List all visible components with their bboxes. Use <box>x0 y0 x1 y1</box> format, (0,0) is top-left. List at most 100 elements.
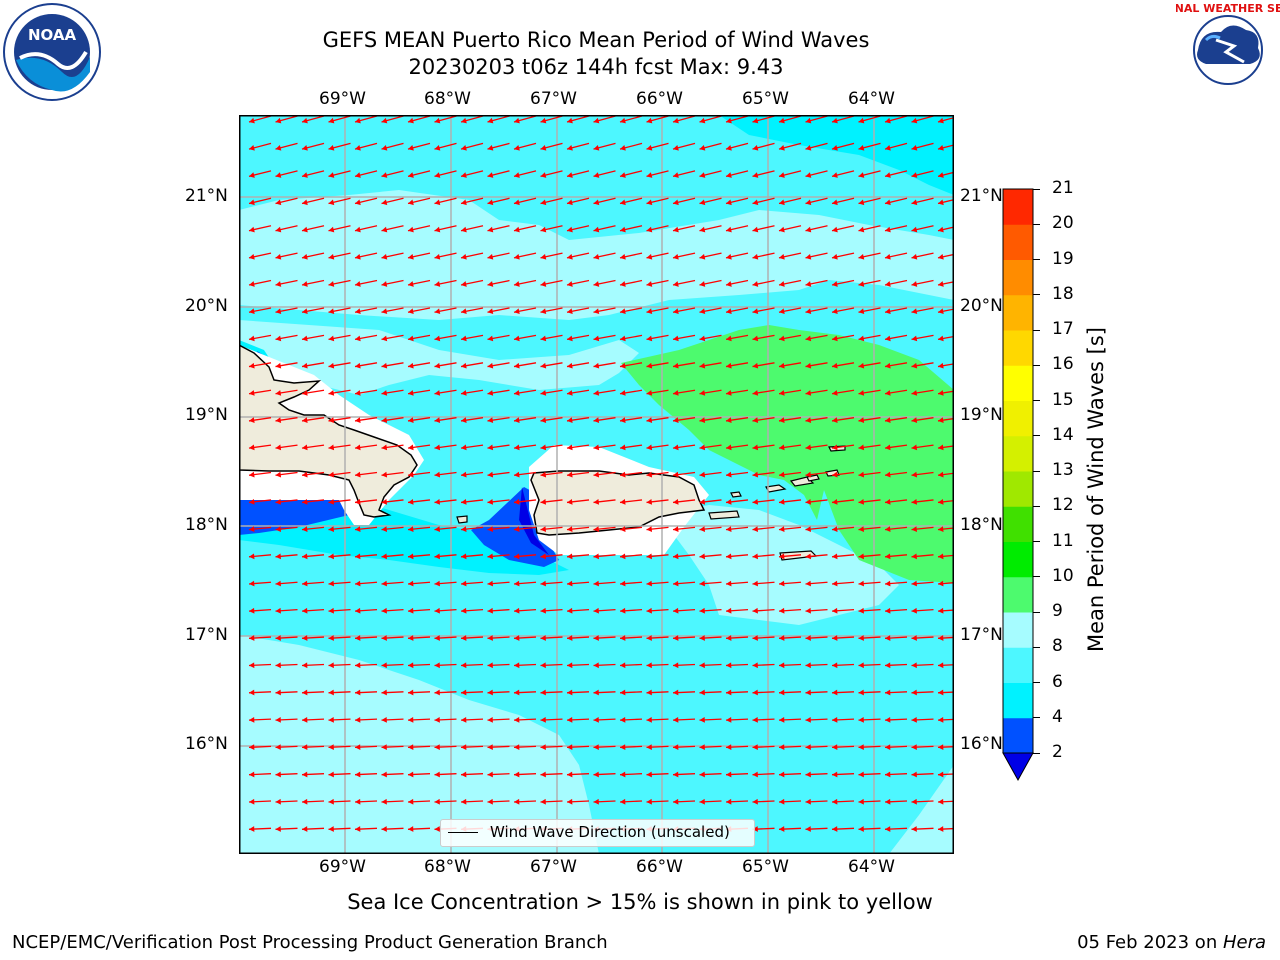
wind-wave-arrow-head <box>434 526 441 532</box>
wind-wave-arrow-head <box>328 689 334 696</box>
wind-wave-arrow-head <box>434 390 441 396</box>
wind-wave-arrow-head <box>434 689 440 696</box>
wind-wave-arrow-head <box>779 744 785 751</box>
wind-wave-arrow-head <box>938 281 944 287</box>
wind-wave-arrow-head <box>461 607 467 614</box>
wind-wave-arrow-head <box>699 744 705 751</box>
wind-wave-arrow-head <box>620 689 626 696</box>
wind-wave-arrow-head <box>355 444 361 451</box>
wind-wave-arrow-head <box>593 444 600 451</box>
wind-wave-arrow-head <box>381 826 387 832</box>
colorbar-tick-mark <box>1033 611 1040 613</box>
wind-wave-arrow-head <box>646 117 653 124</box>
wind-wave-arrow-head <box>514 335 520 342</box>
wind-wave-arrow-head <box>434 744 440 751</box>
wind-wave-arrow-head <box>434 362 441 369</box>
lon-label-bottom-66w: 66°W <box>636 857 683 877</box>
wind-wave-arrow-head <box>938 199 944 206</box>
wind-wave-arrow-head <box>249 199 255 206</box>
wind-wave-arrow-head <box>805 771 811 778</box>
wind-wave-arrow-head <box>699 771 705 778</box>
wind-wave-arrow-head <box>540 390 547 396</box>
wind-wave-arrow-head <box>540 362 547 369</box>
wind-wave-arrow-head <box>593 744 599 751</box>
sea-ice-note: Sea Ice Concentration > 15% is shown in … <box>347 890 933 914</box>
colorbar-band <box>1003 259 1033 296</box>
wind-wave-arrow-head <box>355 471 361 478</box>
wind-wave-arrow-head <box>938 744 944 751</box>
wind-wave-arrow-head <box>328 635 334 641</box>
wind-wave-arrow-head <box>726 226 732 233</box>
wind-wave-arrow-head <box>540 607 546 614</box>
wind-wave-arrow-head <box>911 417 918 424</box>
wind-wave-arrow-head <box>275 471 282 478</box>
wind-wave-arrow-head <box>858 444 865 451</box>
wind-wave-arrow-head <box>249 253 255 260</box>
wind-wave-arrow-head <box>434 607 440 614</box>
wind-wave-arrow-head <box>328 390 335 396</box>
wind-wave-arrow-head <box>593 253 600 260</box>
wind-wave-arrow-head <box>434 580 440 587</box>
wind-wave-arrow-head <box>249 553 255 560</box>
chart-subtitle-run: 20230203 t06z 144h fcst Max: 9.43 <box>408 55 784 79</box>
wind-wave-arrow-head <box>408 689 414 696</box>
wind-wave-arrow-head <box>567 689 573 696</box>
wind-wave-arrow-head <box>699 117 706 124</box>
wind-wave-arrow-head <box>408 145 414 151</box>
wind-wave-arrow-head <box>461 308 467 315</box>
wind-wave-arrow-head <box>646 145 653 151</box>
wind-wave-arrow-head <box>832 471 838 478</box>
wind-wave-arrow-head <box>646 798 652 805</box>
wind-wave-arrow-head <box>540 498 547 505</box>
wind-wave-arrow-head <box>911 662 917 669</box>
wind-wave-arrow-head <box>302 172 308 178</box>
wind-wave-arrow-head <box>858 553 865 560</box>
wind-wave-arrow-head <box>275 253 282 260</box>
wind-wave-arrow-head <box>249 716 255 723</box>
wind-wave-arrow-head <box>858 362 865 369</box>
wind-wave-arrow-head <box>726 689 732 696</box>
wind-wave-arrow-head <box>832 335 838 342</box>
lat-label-right-21n: 21°N <box>960 186 1003 206</box>
wind-wave-arrow-head <box>487 689 493 696</box>
wind-wave-arrow-head <box>408 716 414 723</box>
wind-wave-arrow-head <box>805 444 812 451</box>
wind-wave-arrow-head <box>858 308 865 315</box>
wind-wave-arrow-head <box>805 744 811 751</box>
wind-wave-arrow-head <box>726 253 732 260</box>
footer-date-host: 05 Feb 2023 on Hera <box>1077 932 1266 953</box>
wind-wave-arrow-head <box>434 117 441 124</box>
wind-wave-arrow-head <box>567 635 573 641</box>
wind-wave-arrow-head <box>805 662 811 669</box>
period-field-8-9-north <box>239 190 954 320</box>
wind-wave-arrow-head <box>938 417 944 424</box>
wind-wave-arrow-head <box>567 526 573 532</box>
wind-wave-arrow-head <box>620 607 626 614</box>
wind-wave-arrow-head <box>885 471 891 478</box>
chart-title: GEFS MEAN Puerto Rico Mean Period of Win… <box>322 28 870 52</box>
lon-label-top-66w: 66°W <box>636 89 683 109</box>
wind-wave-arrow-head <box>832 580 838 587</box>
culebra-island <box>730 491 742 498</box>
wind-wave-arrow-head <box>938 826 944 832</box>
wind-wave-arrow-head <box>381 526 388 532</box>
wind-wave-arrow-head <box>805 635 811 641</box>
wind-wave-arrow-head <box>699 498 706 505</box>
wind-wave-arrow-head <box>858 172 865 178</box>
wind-wave-arrow-head <box>381 635 387 641</box>
wind-wave-arrow-head <box>461 498 467 505</box>
wind-wave-arrow-head <box>938 798 944 805</box>
colorbar-band <box>1003 612 1033 648</box>
wind-wave-arrow-head <box>726 199 732 206</box>
wind-wave-arrow-head <box>434 172 441 178</box>
wind-wave-arrow-head <box>938 444 944 451</box>
wind-wave-arrow-head <box>752 172 759 178</box>
noaa-logo-text: NOAA <box>28 26 77 44</box>
wind-wave-arrow-head <box>938 117 944 124</box>
wind-wave-arrow-head <box>540 662 546 669</box>
wind-wave-arrow-head <box>381 607 387 614</box>
wind-wave-arrow-head <box>805 145 812 151</box>
colorbar-title: Mean Period of Wind Waves [s] <box>1084 327 1108 652</box>
wind-wave-arrow-head <box>593 362 600 369</box>
wind-wave-arrow-head <box>911 826 917 832</box>
